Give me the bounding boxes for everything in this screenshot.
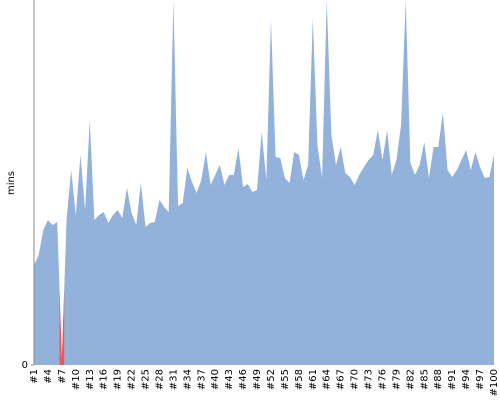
x-tick-label: #55: [280, 369, 291, 390]
x-tick-label: #76: [377, 369, 388, 390]
x-tick-label: #70: [350, 369, 361, 390]
y-axis-label: mins: [6, 171, 17, 195]
x-tick-label: #91: [447, 369, 458, 390]
highlight-area: [59, 290, 65, 365]
x-tick-label: #94: [461, 369, 472, 390]
x-tick-label: #67: [336, 369, 347, 390]
x-tick-label: #61: [308, 369, 319, 390]
x-tick-label: #22: [127, 369, 138, 390]
x-tick-label: #34: [182, 369, 193, 390]
y-tick-label: 0: [22, 360, 28, 371]
x-tick-label: #19: [113, 369, 124, 390]
x-tick-label: #82: [405, 369, 416, 390]
x-tick-label: #46: [238, 369, 249, 390]
x-tick-label: #25: [141, 369, 152, 390]
x-tick-label: #28: [154, 369, 165, 390]
x-tick-label: #85: [419, 369, 430, 390]
x-tick-label: #43: [224, 369, 235, 390]
x-tick-label: #49: [252, 369, 263, 390]
x-tick-label: #4: [43, 369, 54, 384]
x-tick-label: #58: [294, 369, 305, 390]
x-tick-label: #7: [57, 369, 68, 384]
x-tick-label: #40: [210, 369, 221, 390]
x-tick-label: #100: [489, 369, 500, 396]
x-tick-label: #1: [29, 369, 40, 384]
x-tick-label: #52: [266, 369, 277, 390]
area: [34, 0, 494, 365]
x-tick-label: #97: [475, 369, 486, 390]
x-tick-label: #10: [71, 369, 82, 390]
x-tick-label: #64: [322, 369, 333, 390]
x-tick-label: #88: [433, 369, 444, 390]
x-tick-label: #31: [168, 369, 179, 390]
x-tick-label: #79: [391, 369, 402, 390]
x-tick-label: #73: [364, 369, 375, 390]
x-tick-label: #16: [99, 369, 110, 390]
x-tick-label: #37: [196, 369, 207, 390]
x-tick-label: #13: [85, 369, 96, 390]
